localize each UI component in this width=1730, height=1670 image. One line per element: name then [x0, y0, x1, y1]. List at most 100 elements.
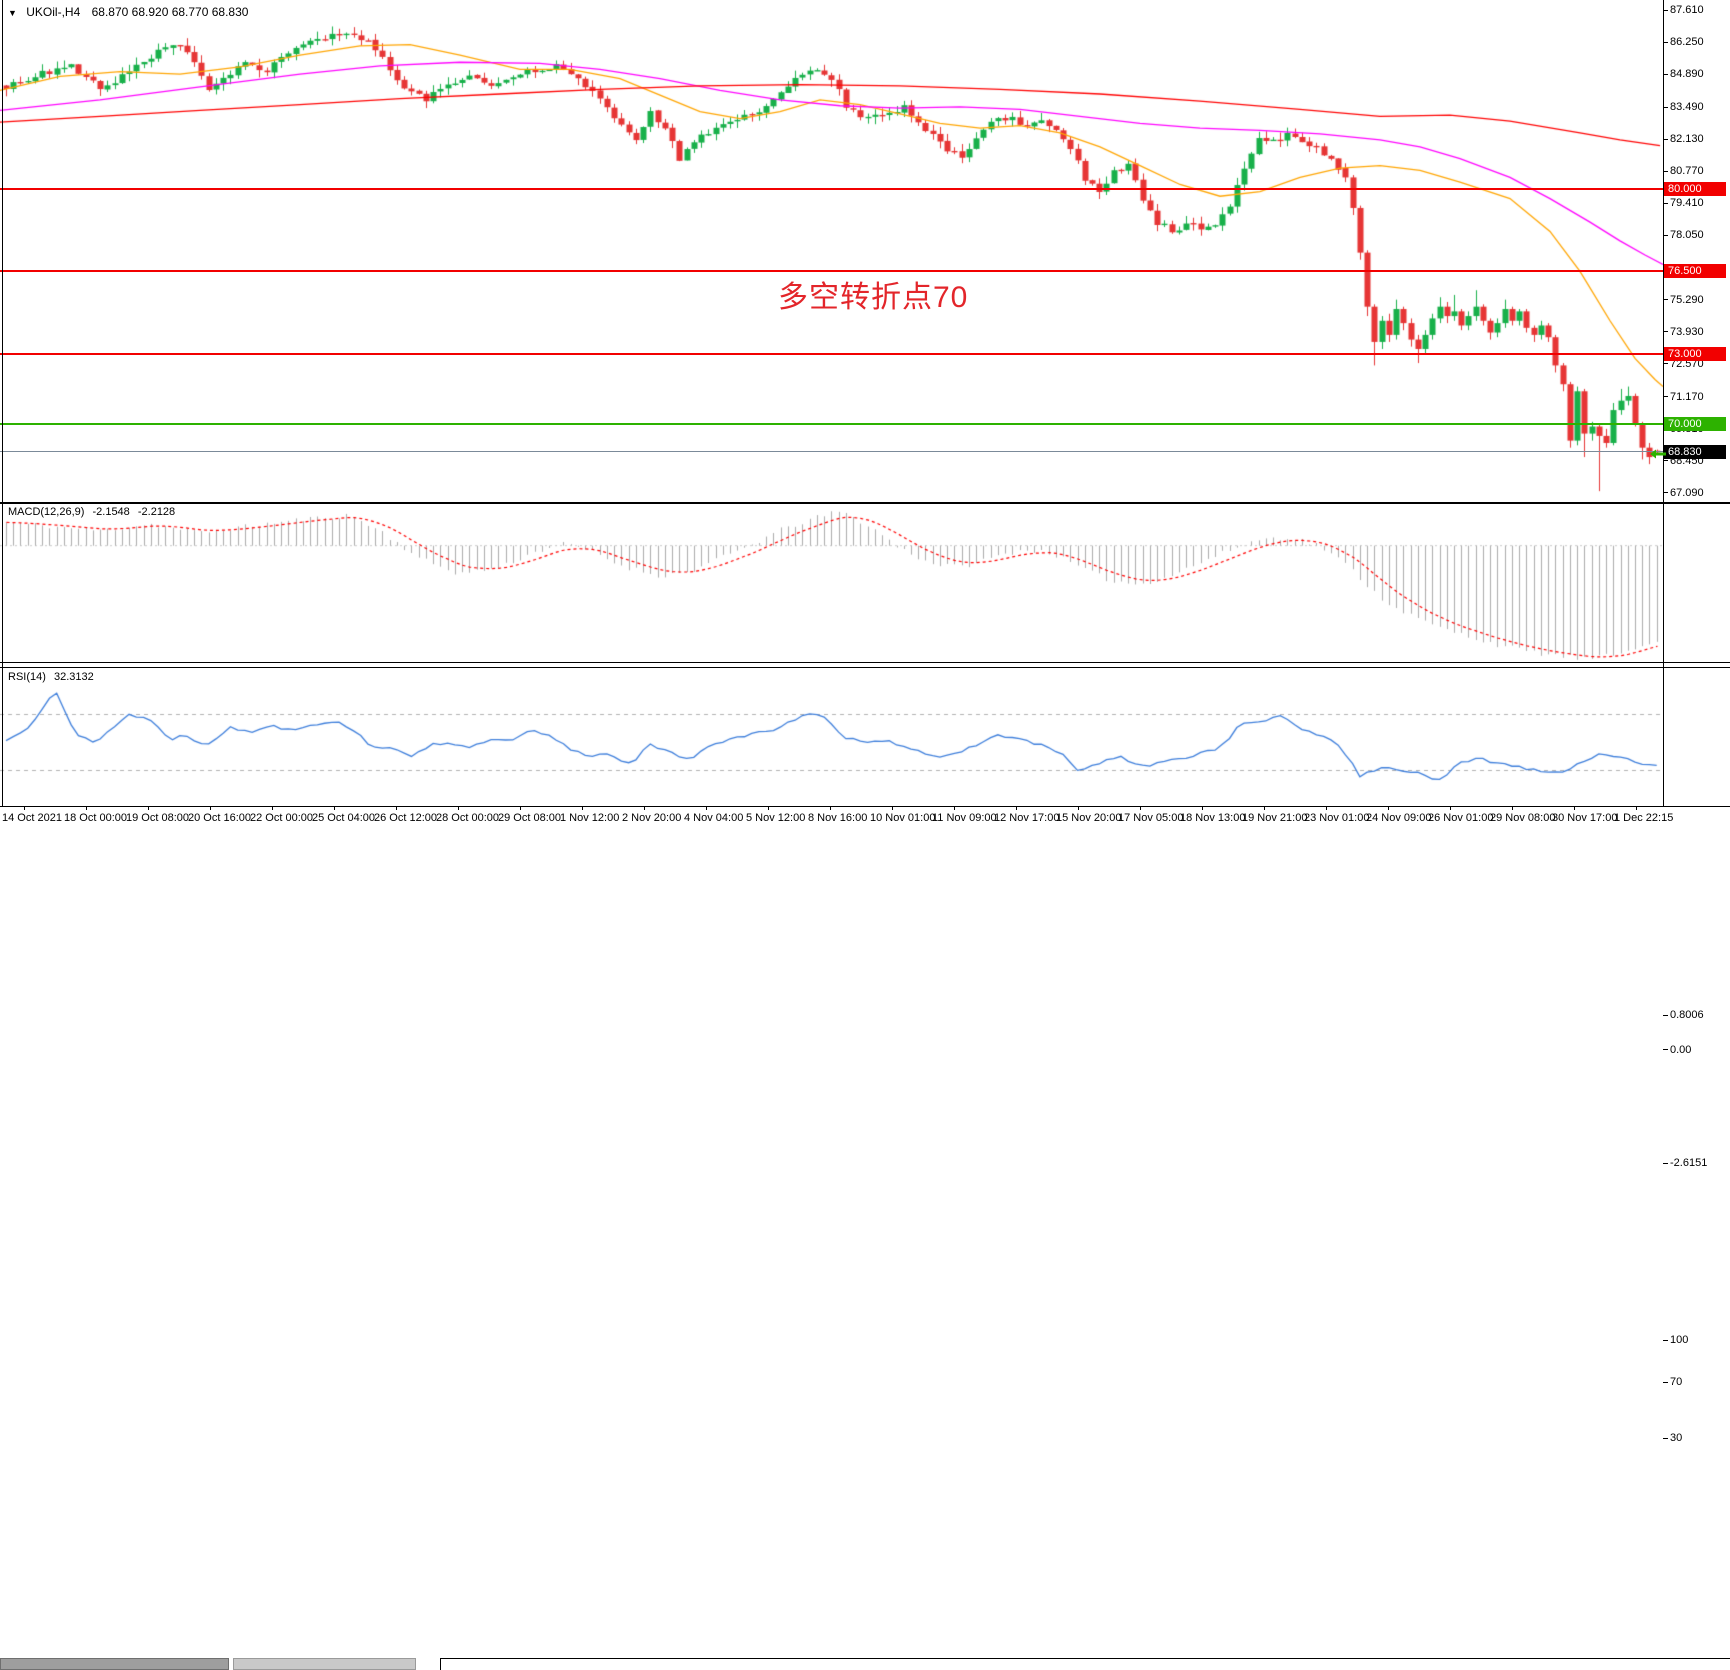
chart-annotation: 多空转折点70 — [778, 281, 969, 314]
time-axis-label: 26 Oct 12:00 — [374, 812, 437, 824]
macd-scale-label: -2.6151 — [1670, 1157, 1708, 1169]
price-axis-label: 87.610 — [1670, 4, 1704, 17]
time-axis-label: 25 Oct 04:00 — [312, 812, 375, 824]
rsi-scale-tick — [1663, 1437, 1668, 1439]
time-axis-label: 24 Nov 09:00 — [1366, 812, 1432, 824]
macd-panel-border — [0, 662, 1730, 663]
price-axis-label: 67.090 — [1670, 486, 1704, 499]
scrollbar-segment-left[interactable] — [0, 1658, 229, 1670]
time-axis-label: 1 Nov 12:00 — [560, 812, 620, 824]
time-axis-label: 20 Oct 16:00 — [188, 812, 251, 824]
time-axis-tick — [1078, 806, 1079, 810]
ohlc-values: 68.870 68.920 68.770 68.830 — [91, 5, 249, 19]
time-axis-label: 22 Oct 00:00 — [250, 812, 313, 824]
time-axis-label: 18 Nov 13:00 — [1180, 812, 1246, 824]
price-tick — [1663, 460, 1668, 462]
time-axis-label: 14 Oct 2021 — [2, 812, 62, 824]
price-tick — [1663, 138, 1668, 140]
time-axis-tick — [396, 806, 397, 810]
time-axis-tick — [1574, 806, 1575, 810]
time-axis-label: 12 Nov 17:00 — [994, 812, 1060, 824]
time-axis-tick — [24, 806, 25, 810]
time-axis-label: 8 Nov 16:00 — [808, 812, 868, 824]
bottom-scrollbar — [0, 829, 1730, 1670]
current-price-arrow-icon — [1650, 449, 1666, 459]
level-line-70.000 — [0, 423, 1663, 426]
level-line-76.500 — [0, 270, 1663, 273]
price-axis-label: 72.570 — [1670, 357, 1704, 370]
rsi-scale-label: 70 — [1670, 1376, 1683, 1388]
price-badge-68.830: 68.830 — [1664, 444, 1726, 459]
time-axis-tick — [1326, 806, 1327, 810]
macd-panel: MACD(12,26,9) -2.1548 -2.2128 0.8006 0.00… — [0, 504, 1730, 1169]
rsi-canvas[interactable] — [0, 668, 1663, 806]
price-tick — [1663, 234, 1668, 236]
scrollbar-track[interactable] — [440, 1658, 1730, 1670]
macd-scale-label: 0.8006 — [1670, 1009, 1704, 1021]
rsi-scale-tick — [1663, 1339, 1668, 1341]
macd-scale-label: 0.00 — [1670, 1043, 1692, 1056]
time-axis-label: 1 Dec 22:15 — [1614, 812, 1674, 824]
price-badge-80.000: 80.000 — [1664, 182, 1726, 197]
price-axis-label: 71.170 — [1670, 390, 1704, 403]
time-axis-label: 2 Nov 20:00 — [622, 812, 682, 824]
macd-scale-tick — [1663, 1014, 1668, 1016]
price-tick — [1663, 73, 1668, 75]
time-axis-tick — [954, 806, 955, 810]
price-axis-label: 84.890 — [1670, 68, 1704, 81]
time-axis-tick — [1202, 806, 1203, 810]
axis-separator — [1663, 0, 1664, 806]
time-axis-label: 26 Nov 01:00 — [1428, 812, 1494, 824]
macd-scale-tick — [1663, 1049, 1668, 1051]
time-axis-label: 30 Nov 17:00 — [1552, 812, 1618, 824]
price-tick — [1663, 492, 1668, 494]
time-axis-tick — [644, 806, 645, 810]
main-chart-panel: ▼ UKOil-,H4 68.870 68.920 68.770 68.830 … — [0, 0, 1730, 503]
time-axis-tick — [1016, 806, 1017, 810]
price-axis-label: 79.410 — [1670, 197, 1704, 210]
rsi-label: RSI(14) 32.3132 — [8, 671, 94, 683]
price-badge-70.000: 70.000 — [1664, 417, 1726, 432]
time-axis-label: 28 Oct 00:00 — [436, 812, 499, 824]
price-badge-73.000: 73.000 — [1664, 346, 1726, 361]
symbol-label: UKOil-,H4 — [26, 5, 81, 19]
rsi-panel: RSI(14) 32.3132 100 70 30 — [0, 668, 1730, 1444]
price-axis-label: 80.770 — [1670, 165, 1704, 178]
price-axis-label: 73.930 — [1670, 325, 1704, 338]
rsi-scale-label: 100 — [1670, 1334, 1689, 1346]
level-line-73.000 — [0, 352, 1663, 355]
left-border — [2, 0, 3, 806]
time-axis-tick — [148, 806, 149, 810]
time-axis-label: 19 Nov 21:00 — [1242, 812, 1308, 824]
main-panel-border — [0, 502, 1730, 504]
time-axis-label: 17 Nov 05:00 — [1118, 812, 1184, 824]
macd-value: -2.1548 — [92, 506, 130, 518]
price-tick — [1663, 170, 1668, 172]
price-axis-label: 83.490 — [1670, 101, 1704, 114]
price-chart-canvas[interactable] — [0, 0, 1663, 503]
time-axis-tick — [1264, 806, 1265, 810]
time-axis-label: 18 Oct 00:00 — [64, 812, 127, 824]
rsi-scale-label: 30 — [1670, 1432, 1683, 1444]
price-tick — [1663, 396, 1668, 398]
macd-label: MACD(12,26,9) -2.1548 -2.2128 — [8, 506, 176, 518]
time-axis-tick — [1388, 806, 1389, 810]
rsi-panel-top-border — [0, 667, 1730, 668]
time-axis-tick — [582, 806, 583, 810]
time-axis-label: 10 Nov 01:00 — [870, 812, 936, 824]
macd-canvas[interactable] — [0, 506, 1663, 663]
time-axis-label: 29 Nov 08:00 — [1490, 812, 1556, 824]
price-axis-label: 82.130 — [1670, 133, 1704, 146]
time-axis-label: 4 Nov 04:00 — [684, 812, 744, 824]
time-axis-label: 11 Nov 09:00 — [932, 812, 997, 824]
level-line-68.830 — [0, 451, 1663, 453]
time-axis-tick — [520, 806, 521, 810]
symbol-title: ▼ UKOil-,H4 68.870 68.920 68.770 68.830 — [8, 5, 248, 19]
price-tick — [1663, 9, 1668, 11]
scrollbar-segment-mid[interactable] — [233, 1658, 416, 1670]
time-axis-label: 23 Nov 01:00 — [1304, 812, 1370, 824]
price-tick — [1663, 299, 1668, 301]
time-axis-label: 29 Oct 08:00 — [498, 812, 561, 824]
time-axis-tick — [458, 806, 459, 810]
